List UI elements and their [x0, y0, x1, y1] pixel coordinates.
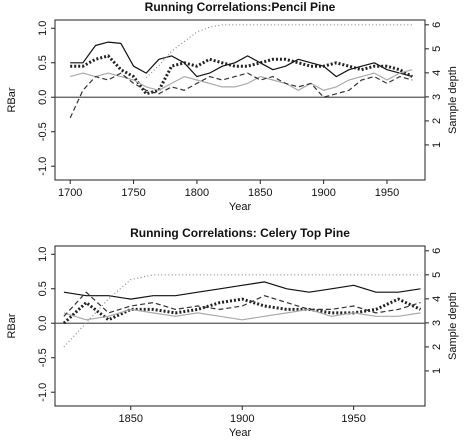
y2-tick-label: 5 — [431, 46, 443, 52]
y2-tick-label: 1 — [431, 142, 443, 148]
x-tick-label: 1900 — [311, 187, 335, 199]
y2-tick-label: 1 — [431, 368, 443, 374]
x-axis-label: Year — [229, 427, 252, 439]
y-tick-label: 0.0 — [37, 90, 49, 105]
series-line — [70, 54, 414, 96]
series-line — [63, 308, 421, 321]
y2-tick-label: 6 — [431, 22, 443, 28]
chart-title: Running Correlations: Celery Top Pine — [130, 226, 350, 240]
x-tick-label: 1800 — [185, 187, 209, 199]
y2-tick-label: 2 — [431, 344, 443, 350]
y-tick-label: -1.0 — [37, 157, 49, 176]
y-tick-label: -0.5 — [37, 122, 49, 141]
y2-tick-label: 3 — [431, 94, 443, 100]
y-tick-label: 0.5 — [37, 55, 49, 70]
y-tick-label: 1.0 — [37, 21, 49, 36]
x-tick-label: 1850 — [119, 413, 143, 425]
series-line — [62, 297, 422, 325]
plot-frame — [54, 245, 426, 407]
y2-axis-label: Sample depth — [447, 292, 459, 360]
x-tick-label: 1900 — [230, 413, 254, 425]
y-tick-label: -0.5 — [37, 348, 49, 367]
y2-tick-label: 2 — [431, 118, 443, 124]
y-tick-label: -1.0 — [37, 383, 49, 402]
y2-axis-label: Sample depth — [447, 66, 459, 134]
y-tick-label: 0.5 — [37, 281, 49, 296]
y-tick-label: 0.0 — [37, 316, 49, 331]
x-tick-label: 1750 — [121, 187, 145, 199]
x-tick-label: 1850 — [248, 187, 272, 199]
y2-tick-label: 4 — [431, 296, 443, 302]
x-axis-label: Year — [229, 201, 252, 213]
plot-frame — [54, 19, 426, 181]
x-tick-label: 1950 — [375, 187, 399, 199]
chart-title: Running Correlations:Pencil Pine — [145, 0, 336, 14]
series-line — [63, 274, 421, 348]
y2-tick-label: 3 — [431, 320, 443, 326]
y-axis-label: RBar — [6, 87, 18, 112]
series-line — [69, 72, 413, 119]
y-axis-label: RBar — [6, 313, 18, 338]
series-line — [63, 291, 421, 317]
y2-tick-label: 5 — [431, 272, 443, 278]
series-line — [145, 24, 413, 79]
series-line — [63, 281, 421, 300]
x-tick-label: 1700 — [58, 187, 82, 199]
y-tick-label: 1.0 — [37, 247, 49, 262]
x-tick-label: 1950 — [341, 413, 365, 425]
y2-tick-label: 4 — [431, 70, 443, 76]
y2-tick-label: 6 — [431, 248, 443, 254]
